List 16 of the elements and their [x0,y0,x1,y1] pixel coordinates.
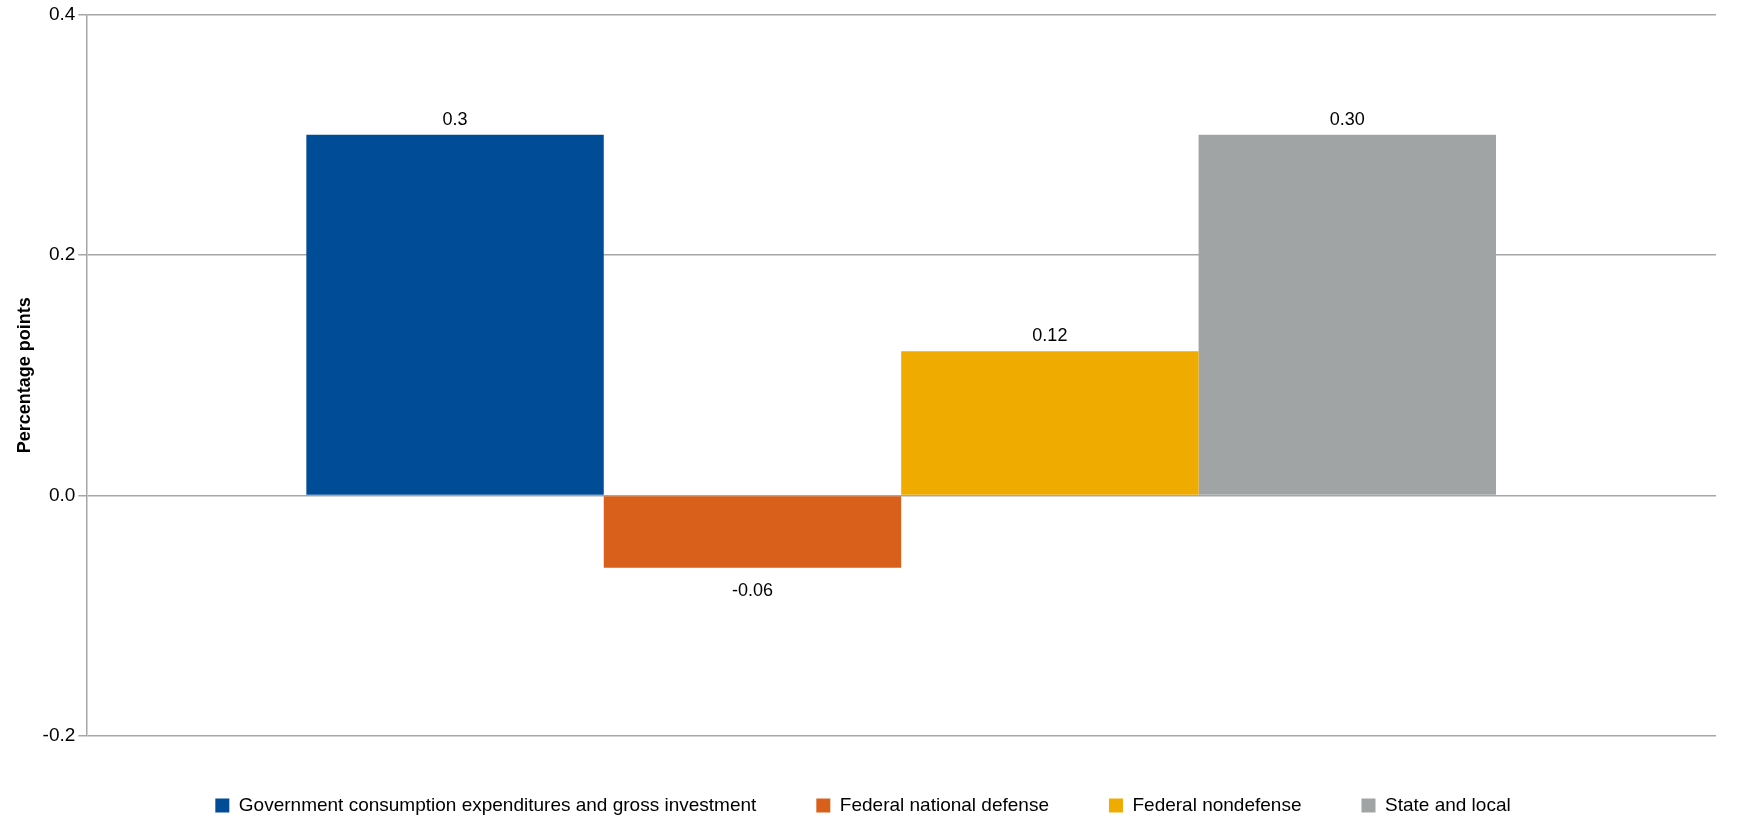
legend-label: Federal nondefense [1132,793,1302,815]
bar [603,496,902,568]
data-label: 0.30 [1329,108,1365,129]
y-tick-label: -0.2 [42,724,76,746]
y-axis-title: Percentage points [13,297,34,454]
y-tick-label: 0.0 [48,483,76,505]
bar [901,351,1199,495]
legend-label: Government consumption expenditures and gross investment [238,793,758,815]
bar [306,134,604,495]
legend-label: Federal national defense [839,793,1049,815]
data-label: 0.12 [1032,325,1068,346]
data-label: 0.3 [442,108,468,129]
data-label: -0.06 [731,579,773,600]
legend-label: State and local [1384,793,1511,815]
y-tick-label: 0.4 [48,2,76,24]
y-tick-label: 0.2 [48,243,76,265]
